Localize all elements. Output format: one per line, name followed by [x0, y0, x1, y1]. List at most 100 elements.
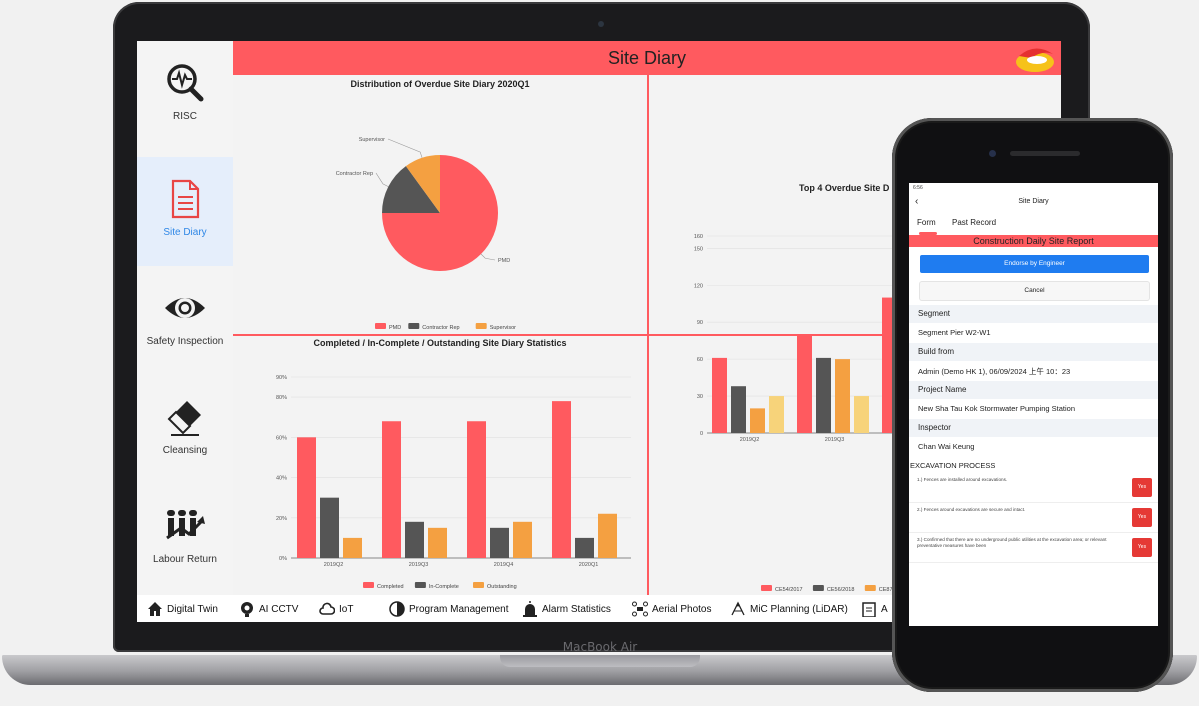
bar — [513, 521, 532, 558]
sidebar-item-safety-inspection[interactable]: Safety Inspection — [137, 266, 233, 375]
legend-label: CE54/2017 — [775, 587, 803, 593]
legend-label: Contractor Rep — [422, 325, 459, 331]
magnifier-pulse-icon — [167, 64, 204, 102]
alarm-icon — [523, 601, 537, 617]
yes-button[interactable]: Yes — [1132, 508, 1152, 527]
sidebar-item-cleansing[interactable]: Cleansing — [137, 375, 233, 484]
y-tick-label: 40% — [276, 476, 287, 482]
sidebar-item-label: Cleansing — [162, 445, 208, 456]
phone-page-title: Site Diary — [1018, 198, 1049, 205]
bar — [382, 421, 401, 558]
tab-form[interactable]: Form — [917, 218, 936, 227]
phone-screen: 6:56 ‹ Site Diary Form Past Record Const… — [909, 183, 1158, 626]
nav-ai-cctv[interactable]: AI CCTV — [239, 600, 298, 618]
nav-program-management[interactable]: Program Management — [389, 600, 509, 618]
field-value-segment[interactable]: Segment Pier W2-W1 — [909, 323, 1158, 343]
field-value-build-from[interactable]: Admin (Demo HK 1), 06/09/2024 上午 10：23 — [909, 361, 1158, 381]
y-tick-label: 120 — [694, 283, 703, 289]
top-overdue-bar-chart: 03060901201501602019Q22019Q32019Q4CE54/2… — [694, 234, 1061, 593]
sidebar-item-site-diary[interactable]: Site Diary — [137, 157, 233, 266]
cancel-button[interactable]: Cancel — [920, 282, 1149, 300]
x-tick-label: 2019Q2 — [324, 562, 344, 568]
bar — [769, 396, 784, 433]
sidebar: RISC Site Diary Safety Inspection — [137, 41, 233, 595]
nav-label: MiC Planning (LiDAR) — [750, 603, 848, 615]
phone-tabs: Form Past Record — [909, 215, 1158, 235]
phone-speaker — [1010, 151, 1080, 156]
cloud-icon — [319, 602, 335, 615]
tab-past-record[interactable]: Past Record — [952, 218, 997, 227]
bar — [552, 401, 571, 558]
nav-label: AI CCTV — [259, 603, 299, 615]
nav-more[interactable]: A — [861, 600, 888, 618]
bar — [405, 521, 424, 558]
field-value-inspector[interactable]: Chan Wai Keung — [909, 437, 1158, 457]
checklist-item: 3.) Confirmed that there are no undergro… — [909, 533, 1158, 563]
pie-label: Contractor Rep — [336, 171, 373, 177]
eye-icon — [165, 298, 205, 318]
active-tab-indicator — [919, 232, 937, 235]
sidebar-item-labour-return[interactable]: Labour Return — [137, 484, 233, 593]
legend-label: CE87/2 — [879, 587, 897, 593]
x-tick-label: 2019Q4 — [494, 562, 514, 568]
chart-title: Completed / In-Complete / Outstanding Si… — [313, 338, 567, 348]
pie-chart-panel: Distribution of Overdue Site Diary 2020Q… — [233, 75, 647, 334]
checklist-text: 3.) Confirmed that there are no undergro… — [917, 537, 1107, 548]
lidar-icon — [731, 601, 745, 616]
checklist-text: 1.) Fences are installed around excavati… — [917, 477, 1008, 482]
nav-digital-twin[interactable]: Digital Twin — [147, 600, 218, 618]
report-title: Construction Daily Site Report — [973, 236, 1094, 246]
field-label-segment: Segment — [909, 305, 1158, 323]
drone-icon — [632, 601, 648, 617]
pie-leader-line — [480, 253, 496, 261]
bar — [816, 357, 831, 433]
sidebar-item-label: Site Diary — [163, 227, 207, 238]
bar — [750, 408, 765, 433]
yes-button[interactable]: Yes — [1132, 478, 1152, 497]
panel-divider-vertical — [647, 75, 649, 595]
legend-swatch — [375, 323, 386, 329]
legend-swatch — [761, 585, 772, 591]
y-tick-label: 150 — [694, 246, 703, 252]
sidebar-item-label: RISC — [173, 111, 197, 122]
y-tick-label: 90% — [276, 375, 287, 381]
pie-label: PMD — [498, 258, 510, 264]
sidebar-item-label: Safety Inspection — [146, 336, 224, 347]
nav-aerial-photos[interactable]: Aerial Photos — [632, 600, 711, 618]
y-tick-label: 0 — [700, 431, 703, 437]
sidebar-item-risc[interactable]: RISC — [137, 41, 233, 150]
yes-button[interactable]: Yes — [1132, 538, 1152, 557]
nav-label: Digital Twin — [167, 603, 218, 615]
status-bar: 6:56 — [909, 183, 1158, 194]
bar — [854, 396, 869, 433]
pie-slice — [382, 166, 440, 213]
pie-label: Supervisor — [359, 137, 385, 143]
nav-mic-planning[interactable]: MiC Planning (LiDAR) — [730, 600, 848, 618]
laptop-notch — [500, 655, 700, 667]
legend-swatch — [864, 585, 876, 591]
legend-swatch — [812, 585, 824, 591]
stats-chart-panel: Completed / In-Complete / Outstanding Si… — [233, 336, 647, 595]
chart-title: Distribution of Overdue Site Diary 2020Q… — [350, 79, 530, 89]
document-icon — [171, 179, 200, 219]
field-value-project-name[interactable]: New Sha Tau Kok Stormwater Pumping Stati… — [909, 399, 1158, 419]
eraser-icon — [167, 401, 201, 436]
laptop-camera — [598, 21, 604, 27]
phone-top-bar: ‹ Site Diary — [909, 194, 1158, 210]
pie-leader-line — [375, 172, 389, 187]
legend-label: In-Complete — [429, 584, 459, 590]
field-label-inspector: Inspector — [909, 419, 1158, 437]
bar — [797, 335, 812, 433]
back-arrow-icon[interactable]: ‹ — [915, 196, 919, 207]
x-tick-label: 2019Q2 — [740, 437, 760, 443]
nav-alarm-statistics[interactable]: Alarm Statistics — [522, 600, 611, 618]
nav-iot[interactable]: IoT — [319, 600, 353, 618]
x-tick-label: 2019Q3 — [409, 562, 429, 568]
x-tick-label: 2020Q1 — [579, 562, 599, 568]
y-tick-label: 0% — [279, 556, 287, 562]
endorse-button[interactable]: Endorse by Engineer — [920, 255, 1149, 273]
pie-chart: PMD Contractor Rep Supervisor PMD Contractor… — [336, 137, 516, 331]
nav-label: Program Management — [409, 603, 509, 615]
bar — [428, 527, 447, 558]
legend-swatch — [363, 582, 374, 588]
